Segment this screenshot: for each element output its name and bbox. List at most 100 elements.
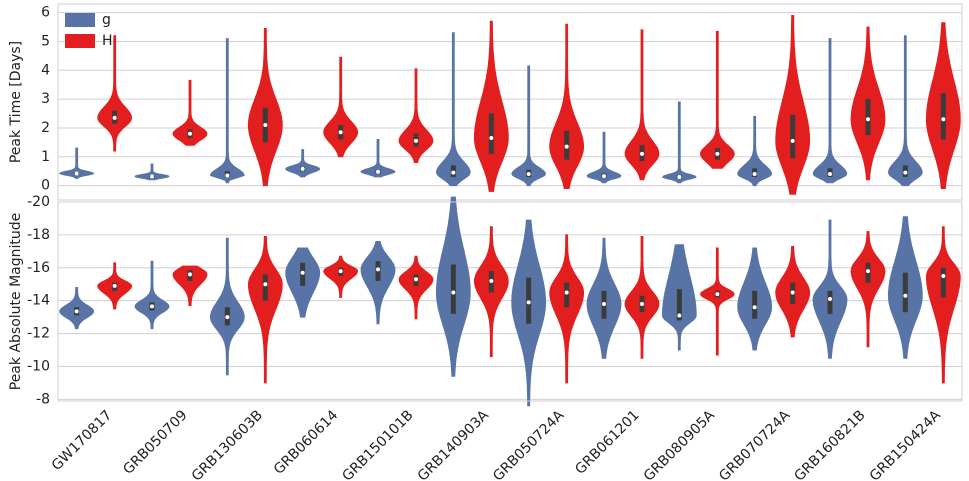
violin-median: [715, 292, 720, 297]
violin-body: [850, 231, 886, 348]
violin-median: [866, 269, 870, 274]
y-axis-label: Peak Time [Days]: [8, 41, 24, 163]
violin-median: [677, 313, 682, 318]
violin-body: [172, 265, 208, 307]
y-tick-label: 3: [41, 91, 50, 107]
violin-median: [602, 301, 606, 306]
violin-body: [285, 149, 320, 178]
x-tick-label: GRB080905A: [641, 407, 719, 481]
x-tick-label: GW170817: [49, 407, 116, 474]
y-tick-label: 1: [41, 149, 50, 165]
violin-median: [640, 301, 644, 306]
x-tick-label: GRB061201: [572, 407, 642, 477]
violin-body: [209, 38, 245, 184]
violin-body: [323, 56, 359, 158]
violin-body: [812, 38, 848, 184]
y-tick-label: -18: [27, 227, 50, 243]
violin-median: [300, 270, 305, 275]
violin-body: [699, 30, 735, 169]
violin-body: [247, 28, 283, 187]
violin-median: [300, 166, 305, 171]
violin-body: [97, 35, 133, 152]
violin-median: [112, 283, 117, 288]
violin-median: [941, 117, 946, 122]
violin-median: [489, 278, 494, 283]
y-tick-label: -10: [27, 358, 50, 374]
violin-median: [564, 290, 569, 295]
y-tick-label: -16: [27, 260, 50, 276]
violin-body: [172, 79, 208, 146]
violin-median: [263, 282, 268, 287]
violin-body: [699, 247, 735, 356]
violin-median: [451, 170, 456, 175]
x-tick-label: GRB060614: [271, 407, 342, 478]
violin-median: [526, 300, 531, 305]
y-tick-label: 6: [41, 5, 50, 21]
violin-median: [602, 174, 606, 179]
violin-median: [564, 144, 569, 149]
y-tick-label: 2: [41, 120, 50, 136]
violin-body: [812, 219, 848, 359]
violin-median: [112, 115, 117, 120]
legend-label: H: [102, 33, 113, 49]
violin-median: [790, 138, 795, 143]
violin-median: [225, 315, 230, 320]
y-tick-label: -20: [27, 194, 50, 210]
violin-median: [677, 174, 682, 179]
violin-median: [752, 305, 757, 310]
violin-median: [188, 272, 192, 277]
violin-body: [887, 35, 923, 187]
y-tick-label: 5: [41, 33, 50, 49]
violin-median: [640, 151, 644, 156]
violin-median: [188, 131, 192, 136]
violin-body: [624, 29, 660, 181]
violin-median: [225, 173, 230, 178]
violin-median: [376, 267, 380, 272]
legend-label: g: [102, 12, 111, 28]
violin-body: [134, 163, 170, 181]
violin-body: [435, 32, 471, 187]
violin-body: [737, 115, 773, 187]
x-tick-label: GRB130603B: [189, 407, 266, 481]
y-tick-label: 4: [41, 62, 50, 78]
violin-body: [549, 23, 585, 189]
violin-median: [414, 138, 418, 143]
y-tick-label: -8: [36, 391, 50, 407]
violin-median: [752, 172, 757, 177]
violin-median: [414, 277, 418, 282]
violin-median: [338, 130, 343, 135]
violin-body: [134, 260, 170, 330]
violin-median: [376, 169, 380, 174]
x-tick-label: GRB160821B: [791, 407, 868, 481]
violin-body: [775, 15, 811, 195]
violin-median: [828, 172, 832, 177]
x-tick-label: GRB140903A: [415, 407, 493, 481]
violin-median: [451, 290, 456, 295]
x-tick-label: GRB050709: [120, 407, 190, 477]
violin-median: [790, 290, 795, 295]
y-tick-label: -12: [27, 326, 50, 342]
violin-median: [526, 172, 531, 177]
violin-median: [74, 309, 79, 314]
legend-swatch: [65, 34, 95, 48]
violin-body: [473, 20, 509, 192]
violin-body: [925, 226, 961, 384]
violin-body: [360, 139, 396, 178]
violin-body: [511, 65, 547, 187]
violin-body: [549, 234, 584, 384]
violin-median: [263, 123, 268, 128]
y-tick-label: -14: [27, 293, 50, 309]
violin-median: [150, 174, 154, 179]
panel-frame: [57, 201, 963, 402]
legend-swatch: [65, 13, 95, 27]
violin-body: [661, 101, 697, 184]
violin-median: [338, 269, 343, 274]
violin-body: [247, 236, 283, 384]
y-tick-label: 0: [41, 178, 50, 194]
violin-median: [941, 274, 946, 279]
x-tick-label: GRB070724A: [716, 407, 794, 481]
x-tick-label: GRB150101B: [339, 407, 416, 481]
violin-body: [398, 255, 434, 320]
violin-body: [210, 237, 245, 376]
